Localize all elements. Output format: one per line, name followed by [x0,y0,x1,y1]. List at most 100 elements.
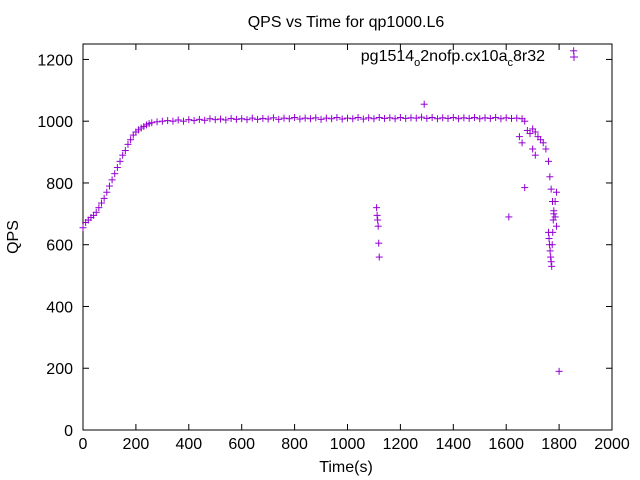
data-point [105,182,113,190]
data-point [180,117,188,125]
x-tick-label: 1600 [488,436,524,453]
data-point [79,224,87,232]
data-point [551,197,559,205]
data-point [148,119,156,127]
data-point [570,47,578,55]
data-point [545,235,553,243]
data-point [322,114,330,122]
data-point [515,133,523,141]
legend: pg1514o2nofp.cx10ac8r32 [361,48,578,69]
legend-marker-plus [570,53,578,61]
data-point [486,114,494,122]
series-points [79,47,578,375]
data-point [428,113,436,121]
x-axis: 0 200 400 600 800 1000 1200 1400 1600 1800 2000 [79,44,630,453]
data-point [344,114,351,122]
data-point [505,213,513,221]
data-point [227,114,235,122]
data-point [153,118,161,126]
data-point [531,151,539,159]
data-point [470,113,478,121]
data-point [546,247,554,255]
data-point [248,114,256,122]
data-point [545,157,553,165]
data-point [531,128,539,136]
data-point [164,117,172,125]
data-point [497,115,505,123]
data-point [103,188,111,196]
x-tick-label: 400 [175,436,202,453]
data-point [98,199,106,207]
data-point [552,222,560,230]
data-point [548,241,556,249]
data-point [243,116,251,124]
data-point [391,115,399,123]
data-point [552,188,560,196]
x-tick-label: 2000 [594,436,630,453]
data-point [423,114,431,122]
data-point [116,157,124,165]
data-point [108,176,116,184]
data-point [476,115,484,123]
data-point [439,114,447,122]
data-point [539,139,547,147]
y-tick-label: 400 [46,299,73,316]
data-point [365,114,373,122]
data-point [119,151,127,159]
data-point [460,114,468,122]
data-point [195,115,203,123]
data-point [211,116,219,124]
data-point [127,136,135,144]
data-point [492,113,500,121]
data-point [518,139,526,147]
data-point [455,115,463,123]
data-point [238,115,246,123]
legend-marker-plus-shape [570,53,578,61]
x-tick-label: 600 [228,436,255,453]
data-point [551,213,559,221]
data-point [521,184,529,192]
data-point [370,115,378,123]
data-point [433,115,441,123]
y-tick-label: 200 [46,361,73,378]
data-point [285,115,293,123]
data-point [465,114,473,122]
data-point [280,114,288,122]
data-point [185,116,193,124]
x-tick-label: 1200 [383,436,419,453]
data-point [529,145,537,153]
data-point [373,204,381,212]
data-point [374,222,382,230]
data-point [169,117,177,125]
data-point [333,113,341,121]
x-tick-label: 800 [281,436,308,453]
data-point [206,115,214,123]
y-axis-label: QPS [5,220,22,254]
data-point [547,253,555,261]
data-point [174,116,182,124]
data-point [121,147,129,155]
data-point [259,114,267,122]
data-point [113,164,121,172]
legend-text-part: pg1514 [361,48,414,65]
x-tick-label: 1400 [436,436,472,453]
legend-subscript: c [507,57,513,69]
data-point [526,130,534,138]
data-point [375,113,383,121]
data-point [374,216,382,224]
data-point [92,208,100,216]
data-point [158,117,166,125]
data-point [375,239,383,247]
data-point [222,116,230,124]
data-point [502,114,510,122]
legend-text-part: 8r32 [513,48,545,65]
data-point [354,113,362,121]
data-point [547,258,555,266]
x-tick-label: 0 [79,436,88,453]
data-point [217,115,225,123]
x-tick-label: 1800 [541,436,577,453]
y-tick-label: 0 [64,423,73,440]
data-point [555,367,563,375]
data-point [95,204,103,212]
